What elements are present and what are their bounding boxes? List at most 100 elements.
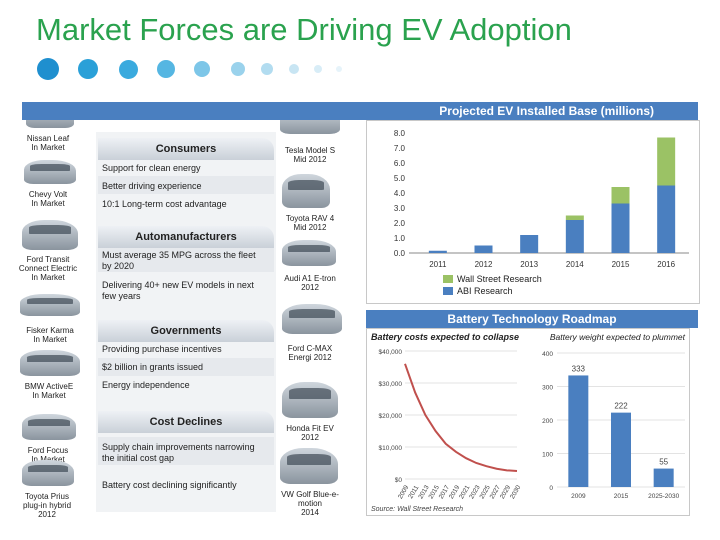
x-tick-label: 2012	[475, 260, 493, 269]
decorative-dot	[118, 59, 138, 79]
data-label: 333	[572, 364, 586, 373]
car-image	[24, 160, 76, 184]
car-caption: Chevy Volt In Market	[28, 190, 68, 208]
roadmap-panel: Battery costs expected to collapse Batter…	[366, 328, 690, 516]
bar-abi-research	[474, 245, 493, 253]
x-tick-label: 2014	[566, 260, 584, 269]
y-tick-label: 3.0	[394, 204, 406, 213]
legend-swatch-abi	[443, 287, 453, 295]
bar-wall-street-research	[611, 187, 630, 204]
car-caption: BMW ActiveE In Market	[24, 382, 74, 400]
decorative-dot	[231, 62, 245, 76]
car-image	[282, 304, 342, 334]
roadmap-header: Battery Technology Roadmap	[447, 312, 617, 326]
consumers-item: Support for clean energy	[102, 163, 201, 173]
bar-wall-street-research	[565, 215, 584, 220]
governments-item: Energy independence	[102, 380, 190, 390]
car-caption: Audi A1 E-tron 2012	[284, 274, 336, 292]
page-title: Market Forces are Driving EV Adoption	[36, 12, 572, 47]
weight-bar	[653, 468, 674, 487]
weight-bar	[568, 375, 589, 487]
y-tick-label: $40,000	[379, 349, 403, 356]
data-label: 222	[614, 402, 628, 411]
y-tick-label: $20,000	[379, 413, 403, 420]
cost-declines-item: Supply chain improvements narrowing the …	[102, 442, 255, 463]
decorative-dot	[336, 66, 342, 72]
bar-abi-research	[611, 203, 630, 253]
x-tick-label: 2030	[509, 484, 522, 500]
decorative-dot	[289, 64, 299, 74]
weight-chart-title: Battery weight expected to plummet	[550, 332, 686, 342]
car-image	[20, 350, 80, 376]
x-tick-label: 2011	[429, 260, 447, 269]
car-caption: Toyota RAV 4 Mid 2012	[285, 214, 335, 232]
automanufacturers-item: Must average 35 MPG across the fleet by …	[102, 250, 256, 271]
x-tick-label: 2009	[571, 493, 586, 500]
car-caption: Honda Fit EV 2012	[286, 424, 334, 442]
governments-item: $2 billion in grants issued	[102, 362, 204, 372]
consumers-band	[98, 176, 274, 194]
car-caption: Ford C-MAX Energi 2012	[287, 344, 333, 362]
decorative-dot	[194, 61, 210, 77]
ev-installed-base-chart: 0.0 1.0 2.0 3.0 4.0 5.0 6.0 7.0 8.0 2011 2012 2013 2…	[394, 129, 689, 296]
cost-declines-item: Battery cost declining significantly	[102, 480, 237, 490]
y-tick-label: 300	[542, 385, 553, 392]
x-tick-label: 2013	[520, 260, 538, 269]
y-tick-label: $30,000	[379, 381, 403, 388]
y-tick-label: 200	[542, 418, 553, 425]
y-tick-label: 2.0	[394, 219, 406, 228]
car-image	[22, 460, 74, 486]
car-image	[280, 448, 338, 484]
y-tick-label: 400	[542, 351, 553, 358]
car-caption: Ford Focus In Market	[27, 446, 69, 464]
decorative-dot	[261, 63, 273, 75]
battery-cost-line	[404, 363, 518, 472]
decorative-dot	[37, 58, 59, 80]
x-tick-label: 2015	[612, 260, 630, 269]
data-label: 55	[659, 458, 668, 467]
x-tick-label: 2025-2030	[648, 493, 679, 500]
legend-label: ABI Research	[457, 286, 513, 296]
car-caption: Toyota Prius plug-in hybrid 2012	[22, 492, 72, 519]
source-note: Source: Wall Street Research	[371, 506, 463, 513]
automanufacturers-band	[98, 248, 274, 272]
x-tick-label: 2016	[657, 260, 675, 269]
automanufacturers-item: Delivering 40+ new EV models in next few…	[102, 280, 254, 301]
ev-panel-band: Projected EV Installed Base (millions)	[22, 102, 698, 120]
y-tick-label: 7.0	[394, 144, 406, 153]
x-tick-label: 2015	[614, 493, 629, 500]
car-image	[282, 382, 338, 418]
battery-roadmap-charts: Battery costs expected to collapse Batter…	[371, 332, 686, 513]
car-caption: Ford Transit Connect Electric In Market	[18, 255, 78, 282]
car-image	[20, 294, 80, 316]
car-image	[22, 220, 78, 250]
cost-declines-band	[98, 437, 274, 465]
y-tick-label: 5.0	[394, 174, 406, 183]
automanufacturers-header: Automanufacturers	[98, 226, 274, 248]
car-image	[282, 240, 336, 266]
y-tick-label: 0.0	[394, 249, 406, 258]
car-caption: Fisker Karma In Market	[26, 326, 74, 344]
car-caption: Tesla Model S Mid 2012	[284, 146, 336, 164]
bar-abi-research	[520, 235, 539, 253]
weight-bar	[611, 412, 631, 487]
y-tick-label: 4.0	[394, 189, 406, 198]
roadmap-band: Battery Technology Roadmap	[366, 310, 698, 328]
y-tick-label: $10,000	[379, 445, 403, 452]
y-tick-label: $0	[395, 477, 403, 484]
cost-chart-title: Battery costs expected to collapse	[371, 332, 519, 342]
y-tick-label: 100	[542, 452, 553, 459]
y-tick-label: 0	[549, 485, 553, 492]
bar-abi-research	[657, 185, 676, 253]
car-caption: Nissan Leaf In Market	[26, 134, 70, 152]
governments-header: Governments	[98, 320, 274, 342]
car-image	[22, 414, 76, 440]
decorative-dot	[314, 65, 322, 73]
legend-swatch-wall-street	[443, 275, 453, 283]
decorative-dot	[157, 60, 175, 78]
y-tick-label: 1.0	[394, 234, 406, 243]
decorative-dot	[78, 59, 98, 79]
cost-declines-header: Cost Declines	[98, 411, 274, 433]
consumers-header: Consumers	[98, 138, 274, 160]
bar-abi-research	[428, 250, 447, 253]
